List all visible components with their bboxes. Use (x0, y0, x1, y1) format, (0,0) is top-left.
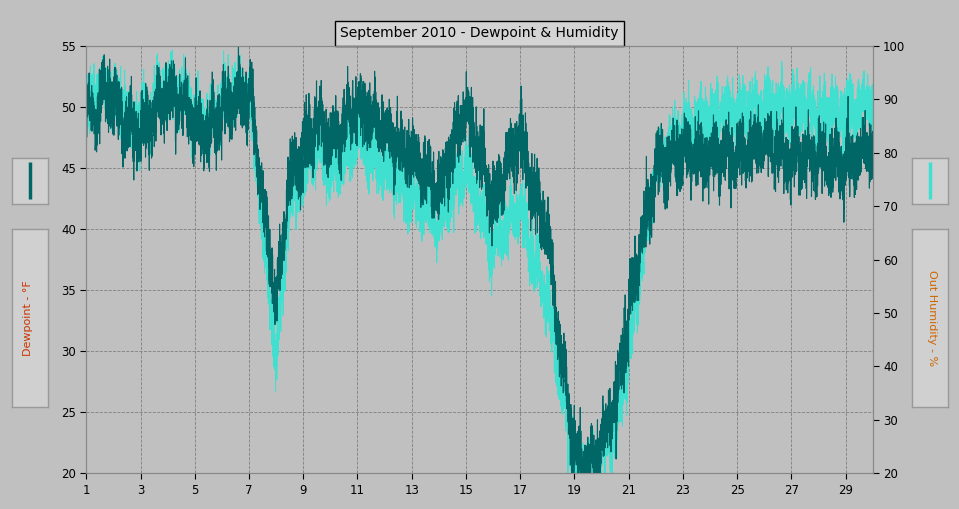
Text: Dewpoint - °F: Dewpoint - °F (23, 280, 33, 356)
Text: Out Humidity - %: Out Humidity - % (927, 270, 937, 366)
Title: September 2010 - Dewpoint & Humidity: September 2010 - Dewpoint & Humidity (340, 26, 619, 41)
